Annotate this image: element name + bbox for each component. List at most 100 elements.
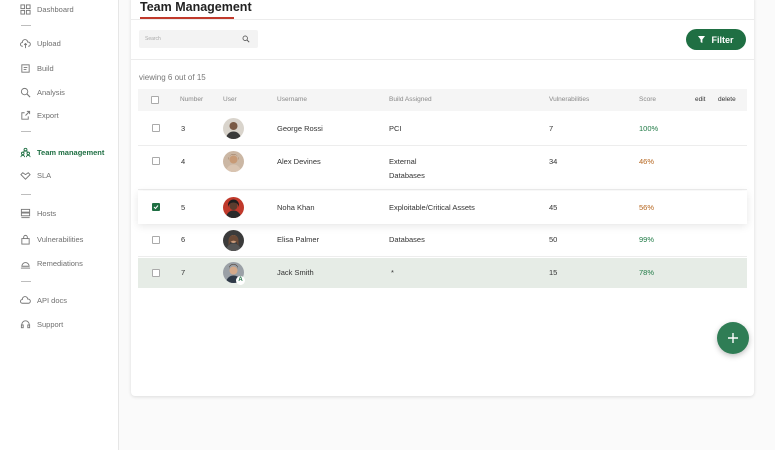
sidebar-item-label: SLA [37, 170, 52, 180]
sidebar-item-label: Vulnerabilities [37, 234, 84, 244]
cell-score: 46% [639, 157, 655, 166]
export-icon [21, 110, 31, 120]
row-checkbox-checked[interactable] [152, 203, 160, 211]
table-header: Number User Username Build Assigned Vuln… [138, 89, 747, 111]
sidebar-item-label: Export [37, 110, 59, 120]
cloud-upload-icon [20, 38, 31, 48]
cell-number: 5 [181, 203, 186, 212]
sidebar-item-label: Remediations [37, 258, 83, 268]
team-icon [20, 147, 31, 157]
sidebar-item-label: Upload [37, 38, 61, 48]
sidebar-item-hosts[interactable]: Hosts [20, 204, 56, 222]
select-all-checkbox[interactable] [151, 96, 159, 104]
cell-score: 100% [639, 124, 659, 133]
sidebar-divider [21, 281, 31, 282]
sidebar-item-support[interactable]: Support [20, 315, 63, 333]
remediation-icon [20, 261, 31, 269]
table-row-selected[interactable]: 5 Noha Khan Exploitable/Critical Assets … [138, 191, 747, 224]
sidebar-item-analysis[interactable]: Analysis [20, 83, 65, 101]
sidebar-item-dashboard[interactable]: Dashboard [20, 0, 74, 18]
row-checkbox[interactable] [152, 157, 160, 165]
avatar [223, 230, 244, 251]
cell-build-line2: Databases [389, 171, 425, 180]
cell-score: 99% [639, 235, 655, 244]
headset-icon [20, 319, 31, 328]
cell-score: 78% [639, 268, 655, 277]
avatar [223, 197, 244, 218]
header-vulnerabilities: Vulnerabilities [549, 96, 590, 103]
sidebar-divider [21, 25, 31, 26]
row-checkbox[interactable] [152, 124, 160, 132]
header-edit: edit [695, 96, 706, 103]
sidebar-item-api-docs[interactable]: API docs [20, 291, 67, 309]
toolbar-divider [131, 59, 754, 60]
filter-button[interactable]: Filter [686, 29, 746, 50]
sidebar-divider [21, 194, 31, 195]
search-box[interactable] [139, 30, 258, 48]
check-icon [153, 205, 159, 210]
cell-build: Databases [389, 235, 425, 244]
search-icon [20, 87, 31, 97]
sidebar-item-label: Hosts [37, 208, 57, 218]
sidebar-item-label: Build [37, 63, 54, 73]
cell-username: Noha Khan [277, 203, 315, 212]
cell-build: External [389, 157, 417, 166]
cell-number: 6 [181, 235, 186, 244]
avatar-badge: A [236, 276, 245, 285]
cell-score: 56% [639, 203, 655, 212]
add-member-button[interactable] [717, 322, 749, 354]
sidebar-item-vulnerabilities[interactable]: Vulnerabilities [20, 230, 83, 248]
cell-build: Exploitable/Critical Assets [389, 203, 475, 212]
sidebar: Dashboard Upload Build Analysis Export T… [0, 0, 119, 450]
plus-icon [728, 333, 738, 343]
sidebar-item-label: Dashboard [37, 4, 74, 14]
header-divider [131, 19, 754, 20]
filter-button-label: Filter [711, 34, 734, 45]
cell-vulnerabilities: 7 [549, 124, 554, 133]
cloud-icon [20, 295, 31, 304]
header-score: Score [639, 96, 656, 103]
sidebar-divider [21, 131, 31, 132]
cell-vulnerabilities: 45 [549, 203, 558, 212]
filter-icon [698, 36, 706, 43]
cell-username: Alex Devines [277, 157, 321, 166]
row-checkbox[interactable] [152, 236, 160, 244]
cell-vulnerabilities: 15 [549, 268, 558, 277]
sidebar-item-label: Analysis [37, 87, 65, 97]
sidebar-item-sla[interactable]: SLA [20, 166, 51, 184]
build-icon [21, 63, 30, 73]
sidebar-item-export[interactable]: Export [20, 106, 59, 124]
sidebar-item-remediations[interactable]: Remediations [20, 254, 83, 272]
title-underline [140, 17, 234, 19]
sidebar-item-label: Team management [37, 147, 105, 157]
sidebar-item-upload[interactable]: Upload [20, 34, 61, 52]
server-icon [20, 208, 31, 218]
sidebar-item-label: Support [37, 319, 64, 329]
cell-vulnerabilities: 50 [549, 235, 558, 244]
search-input[interactable] [145, 36, 235, 42]
cell-number: 4 [181, 157, 186, 166]
search-icon[interactable] [242, 35, 250, 43]
dashboard-icon [20, 3, 31, 15]
viewing-count: viewing 6 out of 15 [139, 73, 206, 82]
page-title: Team Management [140, 0, 252, 14]
cell-username: George Rossi [277, 124, 323, 133]
header-delete: delete [718, 96, 736, 103]
cell-number: 7 [181, 268, 186, 277]
avatar [223, 151, 244, 172]
header-number: Number [180, 96, 204, 103]
sidebar-item-build[interactable]: Build [20, 59, 54, 77]
cell-username: Elisa Palmer [277, 235, 320, 244]
cell-build: * [391, 268, 394, 277]
table-row[interactable]: 4 Alex Devines External Databases 34 46% [138, 146, 747, 190]
table-row[interactable]: 3 George Rossi PCI 7 100% [138, 112, 747, 146]
avatar [223, 118, 244, 139]
table-row[interactable]: 6 Elisa Palmer Databases 50 99% [138, 225, 747, 257]
row-checkbox[interactable] [152, 269, 160, 277]
table-row-hover[interactable]: 7 A Jack Smith * 15 78% [138, 258, 747, 288]
handshake-icon [20, 171, 31, 180]
sidebar-item-team-management[interactable]: Team management [20, 143, 104, 161]
cell-number: 3 [181, 124, 186, 133]
lock-icon [21, 234, 30, 245]
cell-vulnerabilities: 34 [549, 157, 558, 166]
